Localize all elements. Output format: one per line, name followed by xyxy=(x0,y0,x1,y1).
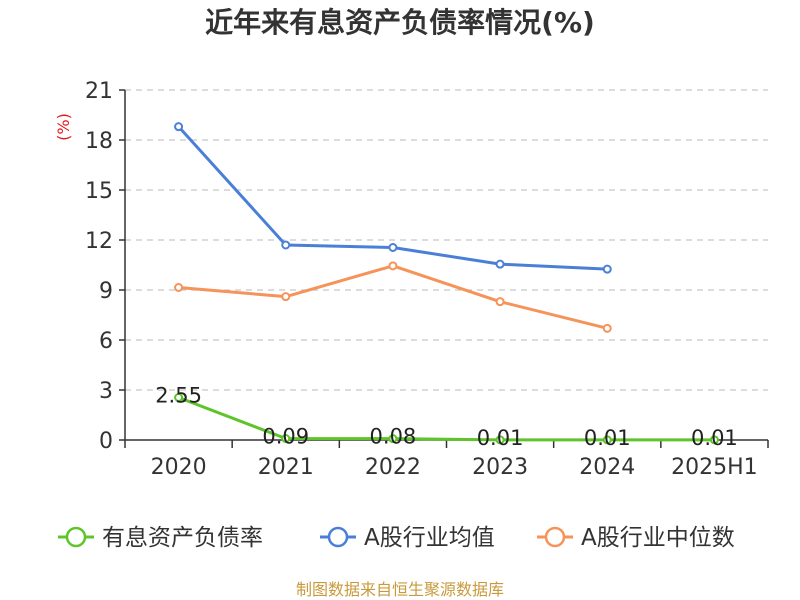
legend-label: A股行业中位数 xyxy=(581,525,735,551)
data-point xyxy=(495,435,505,445)
data-label: 0.01 xyxy=(584,426,631,450)
y-tick-label: 15 xyxy=(85,179,113,204)
data-point xyxy=(602,435,612,445)
data-label: 0.01 xyxy=(477,426,524,450)
data-point xyxy=(281,240,291,250)
legend-label: A股行业均值 xyxy=(364,525,495,551)
data-point xyxy=(388,434,398,444)
y-tick-label: 12 xyxy=(85,229,113,254)
legend-marker xyxy=(544,526,566,548)
data-point xyxy=(281,434,291,443)
legend: 有息资产负债率 A股行业均值 A股行业中位数 xyxy=(58,525,735,551)
y-tick-label: 9 xyxy=(99,279,113,304)
y-tick-label: 18 xyxy=(85,129,113,154)
y-axis-label: (%) xyxy=(54,113,73,141)
legend-label: 有息资产负债率 xyxy=(102,525,263,551)
data-point xyxy=(602,264,612,274)
x-tick-label: 2023 xyxy=(472,455,528,480)
data-point xyxy=(388,261,398,271)
x-tick-label: 2020 xyxy=(151,455,207,480)
x-tick-label: 2021 xyxy=(258,455,314,480)
x-tick-label: 2024 xyxy=(579,455,635,480)
y-tick-label: 21 xyxy=(85,79,113,104)
data-label: 2.55 xyxy=(155,384,202,408)
y-tick-label: 3 xyxy=(99,379,113,404)
series-layer: 2.55 0.09 0.08 0.01 0.01 0.01 xyxy=(155,122,738,450)
x-tick-label: 2022 xyxy=(365,455,421,480)
data-point xyxy=(495,297,505,307)
data-point xyxy=(174,122,184,132)
y-tick-label: 0 xyxy=(99,429,113,454)
data-point xyxy=(709,435,719,445)
legend-marker xyxy=(327,526,349,548)
data-point xyxy=(388,243,398,252)
data-label: 0.09 xyxy=(262,425,309,449)
data-label: 0.08 xyxy=(370,425,417,449)
data-label: 0.01 xyxy=(691,426,738,450)
y-tick-label: 6 xyxy=(99,329,113,354)
x-tick-label: 2025H1 xyxy=(671,455,758,480)
series-line xyxy=(178,264,608,330)
data-point xyxy=(495,259,505,269)
source-note: 制图数据来自恒生聚源数据库 xyxy=(296,580,504,599)
chart-title: 近年来有息资产负债率情况(%) xyxy=(205,6,595,39)
axes: 0 3 6 9 12 15 18 21 2020 2021 2022 2023 2024 2025H1 xyxy=(85,79,769,480)
data-point xyxy=(174,283,184,292)
series-line xyxy=(178,396,715,442)
data-point xyxy=(281,292,291,302)
data-point xyxy=(174,393,184,402)
legend-marker xyxy=(65,526,87,548)
gridlines xyxy=(125,89,768,391)
data-point xyxy=(602,323,612,333)
